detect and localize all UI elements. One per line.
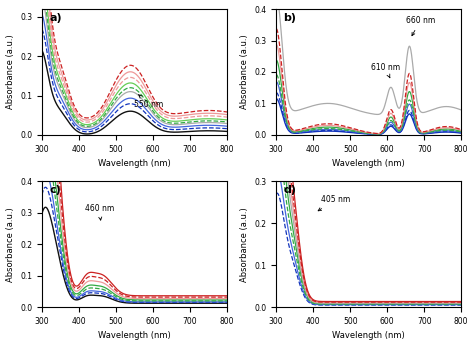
X-axis label: Wavelength (nm): Wavelength (nm) [332,159,405,168]
Text: 660 nm: 660 nm [406,16,435,36]
Y-axis label: Absorbance (a.u.): Absorbance (a.u.) [6,207,15,282]
Text: 550 nm: 550 nm [134,95,163,109]
Text: 405 nm: 405 nm [318,195,350,211]
Text: b): b) [283,13,297,23]
Y-axis label: Absorbance (a.u.): Absorbance (a.u.) [240,207,249,282]
X-axis label: Wavelength (nm): Wavelength (nm) [332,331,405,340]
Text: c): c) [49,185,61,195]
Text: d): d) [283,185,297,195]
Text: a): a) [49,13,62,23]
Text: 610 nm: 610 nm [371,63,400,78]
Text: 460 nm: 460 nm [84,204,114,220]
Y-axis label: Absorbance (a.u.): Absorbance (a.u.) [6,35,15,109]
X-axis label: Wavelength (nm): Wavelength (nm) [98,331,171,340]
Y-axis label: Absorbance (a.u.): Absorbance (a.u.) [240,35,249,109]
X-axis label: Wavelength (nm): Wavelength (nm) [98,159,171,168]
